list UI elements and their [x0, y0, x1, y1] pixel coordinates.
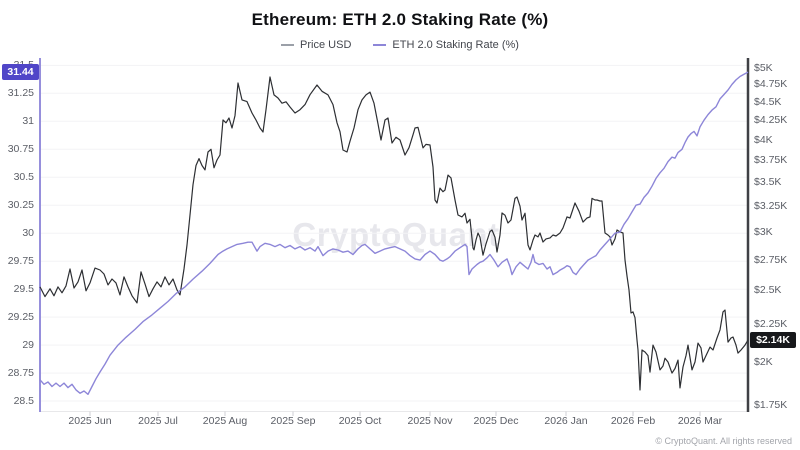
y-axis-label-right: $4K	[754, 134, 773, 146]
x-axis-label: 2025 Dec	[473, 415, 519, 427]
y-axis-label-right: $3.5K	[754, 176, 782, 188]
x-axis-label: 2025 Oct	[338, 415, 382, 427]
y-axis-label-left: 29.25	[7, 311, 34, 323]
x-axis-label: 2025 Nov	[407, 415, 453, 427]
y-axis-label-left: 29.5	[13, 283, 34, 295]
legend-swatch-staking-rate	[373, 44, 387, 46]
legend-label-staking-rate: ETH 2.0 Staking Rate (%)	[392, 39, 519, 51]
y-axis-label-left: 30.75	[7, 143, 34, 155]
y-axis-label-right: $2.75K	[754, 254, 788, 266]
y-axis-label-right: $4.25K	[754, 114, 788, 126]
y-axis-label-left: 30	[22, 227, 34, 239]
y-axis-label-left: 28.75	[7, 367, 34, 379]
y-axis-label-right: $1.75K	[754, 399, 788, 411]
right-axis-value-badge: $2.14K	[750, 332, 796, 348]
x-axis-label: 2025 Sep	[270, 415, 316, 427]
y-axis-label-left: 29.75	[7, 255, 34, 267]
y-axis-label-right: $3K	[754, 226, 773, 238]
legend-swatch-price-usd	[281, 44, 295, 46]
left-axis-value-badge: 31.44	[2, 64, 39, 80]
y-axis-label-left: 29	[22, 339, 34, 351]
y-axis-label-right: $4.5K	[754, 96, 782, 108]
x-axis-label: 2025 Jun	[68, 415, 112, 427]
y-axis-label-right: $3.25K	[754, 200, 788, 212]
chart-title: Ethereum: ETH 2.0 Staking Rate (%)	[251, 10, 549, 29]
legend-item-staking-rate[interactable]: ETH 2.0 Staking Rate (%)	[373, 39, 519, 51]
legend: Price USD ETH 2.0 Staking Rate (%)	[0, 39, 800, 51]
y-axis-label-left: 30.5	[13, 171, 34, 183]
series-line-right	[39, 76, 749, 391]
x-axis-label: 2026 Mar	[677, 415, 723, 427]
y-axis-label-right: $3.75K	[754, 154, 788, 166]
x-axis-label: 2026 Feb	[610, 415, 656, 427]
y-axis-label-left: 31.25	[7, 87, 34, 99]
legend-label-price-usd: Price USD	[300, 39, 352, 51]
legend-item-price-usd[interactable]: Price USD	[281, 39, 351, 51]
y-axis-label-right: $2.25K	[754, 318, 788, 330]
y-axis-label-right: $2.5K	[754, 284, 782, 296]
y-axis-label-left: 28.5	[13, 395, 34, 407]
y-axis-label-right: $5K	[754, 62, 773, 74]
series-line-left	[39, 71, 749, 395]
x-axis-label: 2026 Jan	[544, 415, 588, 427]
x-axis-label: 2025 Aug	[202, 415, 248, 427]
y-axis-label-left: 30.25	[7, 199, 34, 211]
y-axis-label-right: $4.75K	[754, 78, 788, 90]
y-axis-label-right: $2K	[754, 356, 773, 368]
y-axis-label-left: 31	[22, 115, 34, 127]
x-axis-label: 2025 Jul	[138, 415, 178, 427]
copyright-note: © CryptoQuant. All rights reserved	[655, 436, 792, 446]
